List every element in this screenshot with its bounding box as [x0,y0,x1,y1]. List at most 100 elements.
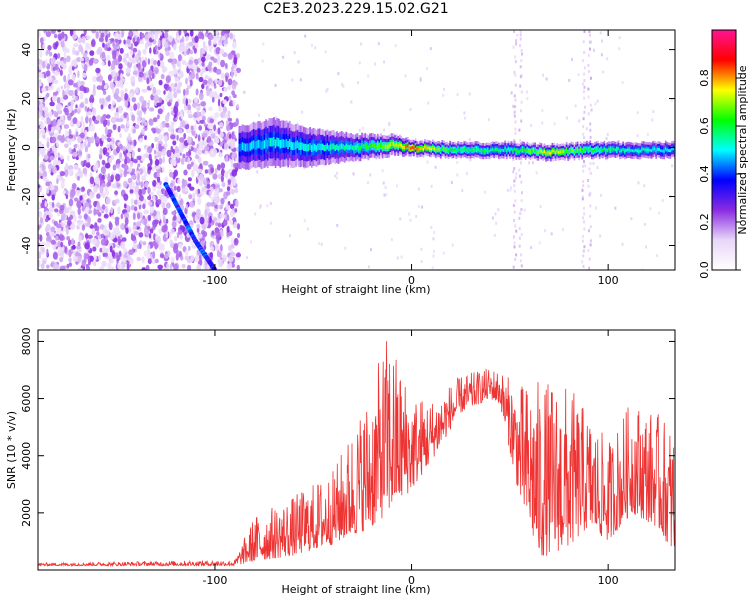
heatmap-cell [71,74,76,81]
heatmap-cell [515,42,518,46]
heatmap-cell [124,100,129,108]
snr-x-axis-label: Height of straight line (km) [281,583,430,596]
heatmap-cell [600,193,603,197]
heatmap-cell [236,223,241,230]
heatmap-cell [152,179,157,187]
heatmap-cell [219,92,223,98]
heatmap-cell [73,197,79,202]
heatmap-cell [653,147,656,151]
heatmap-cell [72,117,78,125]
heatmap-cell [104,43,108,51]
heatmap-cell [433,250,436,253]
heatmap-cell [381,144,384,149]
heatmap-cell [419,77,422,81]
heatmap-cell [115,88,120,95]
heatmap-cell [513,112,516,116]
heatmap-cell [594,102,597,106]
heatmap-cell [594,206,597,210]
heatmap-cell [134,41,138,47]
heatmap-cell [64,130,70,138]
heatmap-cell [230,188,235,195]
heatmap-cell [519,212,522,215]
heatmap-cell [176,89,182,94]
heatmap-cell [587,95,590,99]
heatmap-cell [79,103,84,108]
heatmap-cell [519,37,522,41]
heatmap-cell [51,201,55,208]
heatmap-cell [262,42,265,46]
heatmap-cell [581,239,584,243]
heatmap-cell [468,138,471,142]
heatmap-cell [430,147,433,151]
heatmap-cell [203,146,210,152]
heatmap-cell [290,141,293,150]
heatmap-cell [73,30,76,35]
heatmap-cell [614,206,617,210]
heatmap-cell [202,263,206,270]
heatmap-cell [62,62,65,69]
heatmap-cell [505,149,508,153]
heatmap-cell [131,114,136,122]
heatmap-cell [130,43,134,51]
heatmap-cell [69,68,72,76]
heatmap-cell [136,256,142,262]
heatmap-cell [60,85,63,90]
heatmap-cell [366,181,369,185]
heatmap-cell [249,142,252,151]
snr-y-tick-label: 2000 [20,499,33,527]
heatmap-cell [77,79,81,88]
heatmap-cell [151,142,155,149]
heatmap-cell [236,146,240,152]
heatmap-cell [386,144,389,149]
heatmap-cell [71,65,75,71]
heatmap-cell [389,142,392,147]
heatmap-cell [226,214,230,222]
heatmap-cell [526,148,529,152]
heatmap-cell [123,193,129,201]
heatmap-cell [166,202,171,209]
heatmap-cell [565,116,568,120]
heatmap-cell [202,41,206,49]
heatmap-cell [589,162,592,166]
heatmap-cell [144,57,148,62]
colorbar-tick-label: 0.8 [698,69,711,87]
heatmap-cell [200,109,206,117]
heatmap-cell [110,62,116,70]
heatmap-cell [350,144,352,150]
heatmap-cell [530,124,533,127]
heatmap-cell [107,173,111,181]
heatmap-cell [90,39,96,48]
heatmap-cell [208,164,214,169]
heatmap-cell [514,224,517,228]
heatmap-cell [85,116,89,124]
heatmap-cell [177,54,182,62]
heatmap-cell [649,148,651,152]
heatmap-cell [205,45,208,52]
heatmap-cell [370,248,372,252]
heatmap-cell [141,175,147,182]
heatmap-cell [89,176,95,185]
heatmap-cell [84,202,90,207]
heatmap-cell [68,262,73,267]
heatmap-cell [588,167,591,171]
heatmap-cell [334,174,337,178]
heatmap-cell [93,58,98,65]
heatmap-cell [237,232,240,239]
heatmap-cell [203,122,207,127]
heatmap-cell [396,184,398,188]
heatmap-cell [113,32,119,40]
heatmap-cell [201,149,205,154]
heatmap-cell [465,172,468,176]
heatmap-cell [89,50,95,56]
heatmap-cell [586,147,588,151]
heatmap-cell [582,249,585,253]
heatmap-cell [173,263,179,270]
heatmap-cell [62,190,66,195]
heatmap-cell [225,191,231,196]
heatmap-cell [399,142,401,147]
heatmap-cell [133,139,137,147]
heatmap-cell [514,257,517,261]
heatmap-cell [204,74,209,80]
heatmap-cell [396,256,399,260]
heatmap-cell [599,31,602,35]
